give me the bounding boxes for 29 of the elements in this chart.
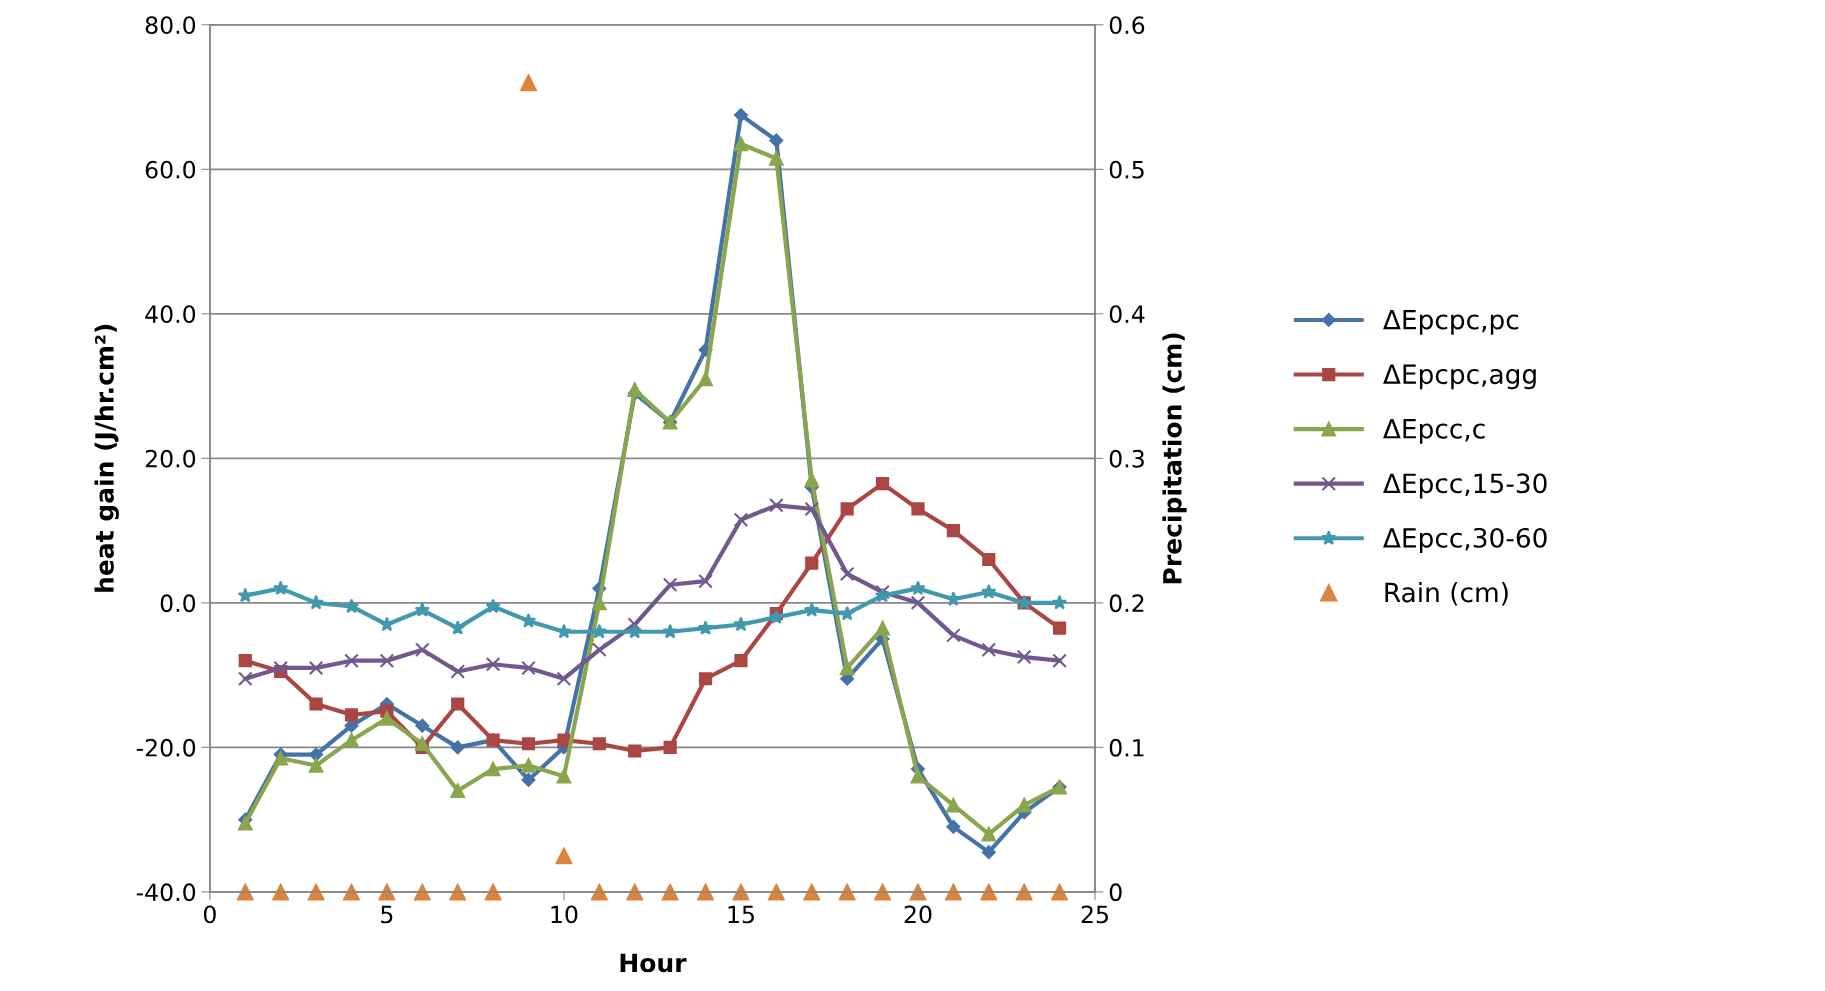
y-axis-title: heat gain (J/hr.cm²): [94, 324, 119, 592]
x-tick-label: 0: [203, 905, 216, 924]
y-tick-label: 0.0: [160, 594, 196, 613]
y2-tick-label: 0.3: [1109, 449, 1144, 468]
x-tick-label: 25: [1081, 905, 1108, 924]
y2-tick-label: 0.2: [1109, 594, 1144, 613]
x-tick-label: 10: [551, 905, 578, 924]
y2-tick-label: 0: [1109, 883, 1122, 902]
y-tick-label: 60.0: [145, 160, 196, 179]
y-tick-label: -20.0: [136, 738, 196, 757]
y2-tick-label: 0.5: [1109, 160, 1144, 179]
y-tick-label: 80.0: [145, 16, 196, 35]
y2-tick-label: 0.1: [1109, 738, 1144, 757]
x-axis-title: Hour: [620, 953, 687, 973]
y2-tick-label: 0.4: [1109, 305, 1145, 324]
legend-label: ΔEpcpc,agg: [1383, 364, 1536, 390]
legend-label: ΔEpcpc,pc: [1383, 309, 1519, 335]
y-tick-label: -40.0: [136, 883, 196, 902]
legend-label: ΔEpcc,15-30: [1383, 473, 1547, 499]
x-tick-label: 20: [904, 905, 932, 924]
legend-label: Rain (cm): [1385, 581, 1508, 606]
legend-label: ΔEpcc,c: [1383, 419, 1485, 444]
y2-tick-label: 0.6: [1109, 16, 1145, 35]
y2-axis-title: Precipitation (cm): [1162, 333, 1187, 584]
y-tick-label: 20.0: [145, 449, 196, 468]
y-tick-label: 40.0: [145, 305, 196, 324]
x-tick-label: 15: [728, 905, 754, 924]
x-tick-label: 5: [381, 905, 393, 924]
legend-label: ΔEpcc,30-60: [1383, 527, 1547, 553]
